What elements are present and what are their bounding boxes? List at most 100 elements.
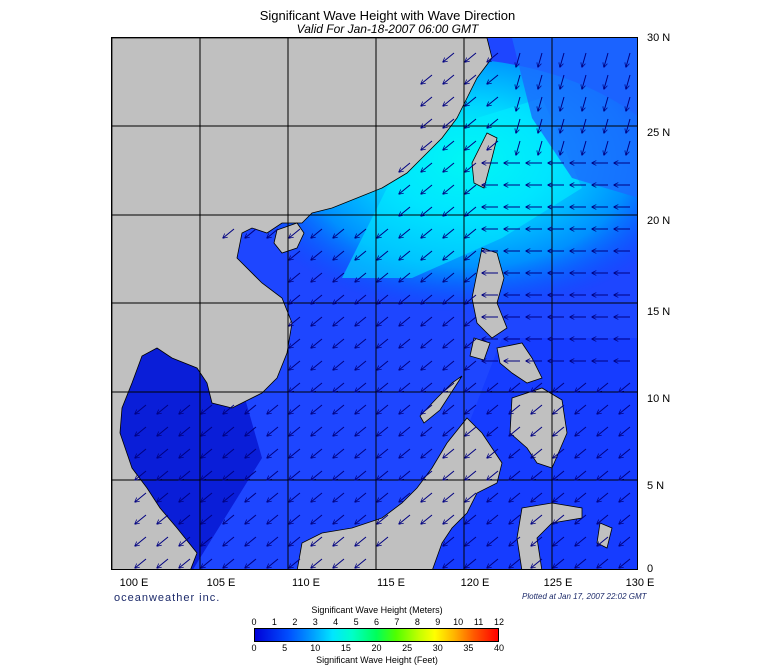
wave-arrow: [333, 404, 345, 414]
wave-arrow: [509, 426, 521, 436]
wave-arrow: [560, 96, 565, 111]
wave-direction-arrows: [135, 52, 631, 568]
wave-arrow: [355, 470, 367, 480]
wave-arrow: [421, 228, 433, 238]
wave-arrow: [597, 382, 609, 392]
feet-tick: 15: [340, 643, 351, 653]
wave-arrow: [509, 558, 521, 568]
wave-arrow: [604, 74, 609, 89]
wave-arrow: [465, 558, 477, 568]
wave-arrow: [311, 338, 323, 348]
wave-arrow: [289, 294, 301, 304]
wave-arrow: [509, 492, 521, 502]
wave-arrow: [223, 514, 235, 524]
wave-arrow: [179, 448, 191, 458]
wave-arrow: [443, 96, 455, 106]
wave-arrow: [487, 426, 499, 436]
wave-arrow: [355, 492, 367, 502]
wave-arrow: [311, 426, 323, 436]
feet-tick: 30: [432, 643, 443, 653]
meters-tick: 6: [373, 617, 379, 627]
wave-arrow: [619, 382, 631, 392]
wave-arrow: [245, 492, 257, 502]
wave-arrow: [443, 206, 455, 216]
wave-arrow: [333, 514, 345, 524]
wave-arrow: [465, 140, 477, 150]
wave-arrow: [267, 448, 279, 458]
feet-tick: 5: [282, 643, 288, 653]
wave-arrow: [443, 470, 455, 480]
wave-arrow: [421, 492, 433, 502]
wave-arrow: [355, 404, 367, 414]
wave-arrow: [135, 492, 147, 502]
wave-arrow: [509, 404, 521, 414]
wave-arrow: [355, 294, 367, 304]
wave-arrow: [465, 448, 477, 458]
wave-arrow: [157, 558, 169, 568]
wave-arrow: [399, 272, 411, 282]
wave-arrow: [619, 448, 631, 458]
wave-arrow: [267, 514, 279, 524]
wave-arrow: [333, 558, 345, 568]
wave-arrow: [289, 536, 301, 546]
wave-arrow: [399, 184, 411, 194]
wave-arrow: [421, 272, 433, 282]
wave-arrow: [399, 404, 411, 414]
wave-arrow: [531, 558, 543, 568]
wave-arrow: [560, 74, 565, 89]
wave-arrow: [553, 536, 565, 546]
wave-arrow: [157, 426, 169, 436]
wave-arrow: [604, 96, 609, 111]
wave-arrow: [553, 470, 565, 480]
wave-arrow: [465, 316, 477, 326]
lon-label-120e: 120 E: [460, 577, 490, 589]
wave-arrow: [333, 228, 345, 238]
wave-arrow: [465, 492, 477, 502]
wave-arrow: [311, 448, 323, 458]
meters-tick: 2: [292, 617, 298, 627]
wave-arrow: [487, 404, 499, 414]
wave-arrow: [626, 52, 631, 67]
wave-arrow: [516, 74, 521, 89]
wave-arrow: [355, 382, 367, 392]
wave-arrow: [553, 382, 565, 392]
wave-arrow: [355, 228, 367, 238]
wave-arrow: [377, 470, 389, 480]
wave-arrow: [604, 52, 609, 67]
wave-arrow: [597, 514, 609, 524]
wave-arrow: [355, 360, 367, 370]
feet-tick: 40: [493, 643, 504, 653]
wave-arrow: [619, 404, 631, 414]
meters-tick: 3: [312, 617, 318, 627]
lat-label-20n: 20 N: [647, 215, 671, 227]
meters-tick: 9: [435, 617, 441, 627]
wave-arrow: [223, 536, 235, 546]
wave-arrow: [582, 140, 587, 155]
wave-arrow: [516, 52, 521, 67]
wave-arrow: [516, 118, 521, 133]
wave-arrow: [399, 514, 411, 524]
wave-arrow: [421, 294, 433, 304]
wave-arrow: [553, 448, 565, 458]
wave-arrow: [465, 338, 477, 348]
wave-arrow: [333, 382, 345, 392]
wave-arrow: [487, 536, 499, 546]
wave-arrow: [289, 470, 301, 480]
wave-arrow: [421, 118, 433, 128]
lon-label-115e: 115 E: [377, 577, 405, 589]
borneo-island: [296, 417, 503, 569]
lat-label-0: 0: [647, 563, 654, 575]
wave-arrow: [626, 74, 631, 89]
wave-arrow: [267, 470, 279, 480]
feet-tick: 20: [371, 643, 382, 653]
wave-arrow: [223, 470, 235, 480]
wave-arrow: [399, 360, 411, 370]
wave-arrow: [245, 228, 257, 238]
wave-arrow: [377, 426, 389, 436]
wave-arrow: [582, 74, 587, 89]
luzon-island: [471, 247, 508, 339]
wave-arrow: [582, 118, 587, 133]
wave-arrow: [487, 118, 499, 128]
wave-arrow: [399, 470, 411, 480]
wave-arrow: [333, 360, 345, 370]
